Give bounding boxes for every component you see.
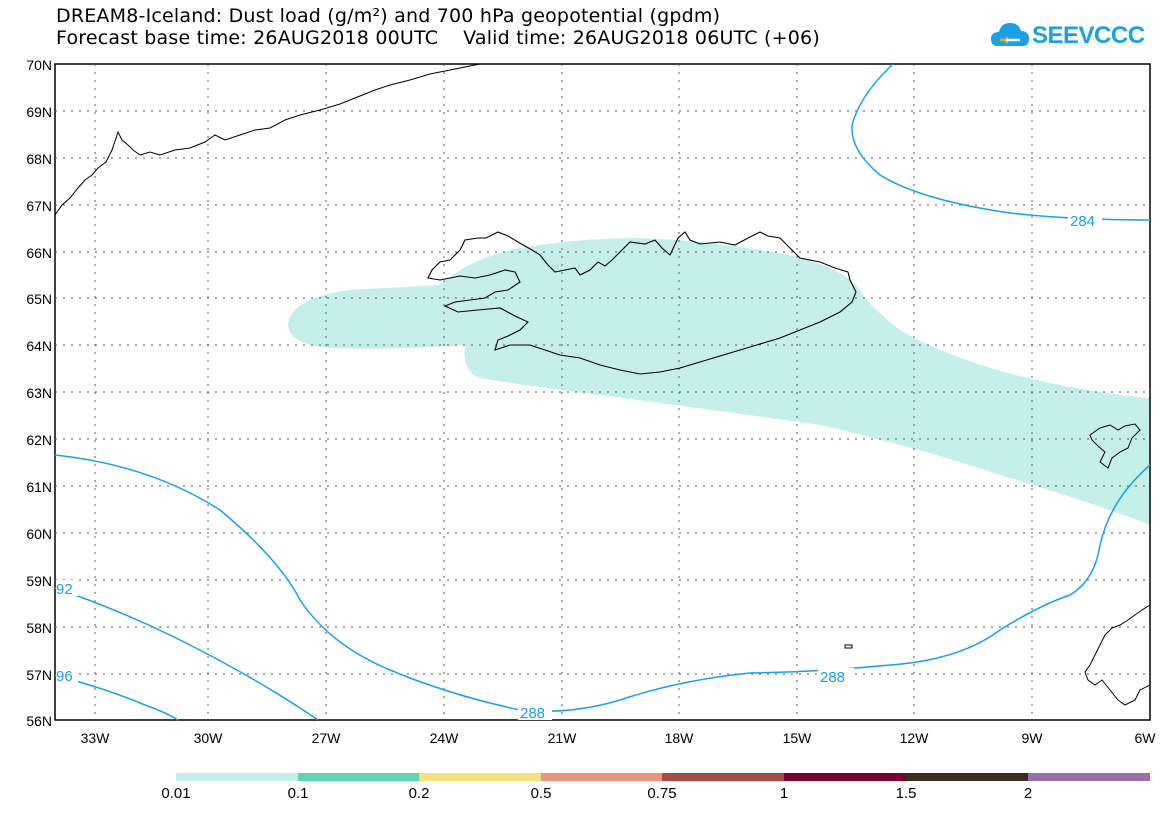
lat-label-58n: 58N: [26, 620, 52, 636]
lat-label-65n: 65N: [26, 291, 52, 307]
contour-label-284: 284: [1070, 213, 1095, 230]
colorbar-label-6: 1.5: [895, 785, 917, 802]
lon-label-21w: 21W: [547, 730, 577, 746]
lat-label-61n: 61N: [26, 479, 52, 495]
faroe-islands: [1089, 423, 1141, 469]
contour-284: [851, 63, 1151, 221]
lon-label-15w: 15W: [782, 730, 812, 746]
contour-296: [54, 674, 179, 721]
chart-title-line2: Forecast base time: 26AUG2018 00UTC Vali…: [56, 27, 820, 49]
lon-label-9w: 9W: [1021, 730, 1043, 746]
contour-label-292: 92: [56, 581, 73, 598]
greenland-coast: [54, 63, 481, 216]
contour-label-bg: [56, 668, 78, 684]
colorbar-label-0: 0.01: [161, 785, 191, 802]
colorbar-segment-3: [541, 773, 662, 781]
iceland-coast: [427, 231, 857, 375]
lat-label-66n: 66N: [26, 245, 52, 261]
contour-label-bg: [818, 668, 854, 684]
contour-label-bg: [56, 580, 78, 596]
contour-labels: 284 288 288 92 96: [56, 212, 1102, 722]
contour-288: [54, 454, 1151, 712]
lat-label-67n: 67N: [26, 198, 52, 214]
lat-label-64n: 64N: [26, 338, 52, 354]
cloud-icon: [991, 23, 1029, 46]
seevccc-logo: SEEVCCC: [990, 18, 1145, 58]
colorbar-label-2: 0.2: [408, 785, 430, 802]
colorbar-segment-6: [906, 773, 1028, 781]
small-island: [844, 644, 853, 649]
colorbar-label-3: 0.5: [530, 785, 552, 802]
contours: [54, 63, 1151, 721]
lon-label-27w: 27W: [311, 730, 341, 746]
lat-label-62n: 62N: [26, 432, 52, 448]
contour-label-296: 96: [56, 668, 73, 685]
colorbar-segment-4: [662, 773, 784, 781]
contour-label-bg: [518, 704, 552, 720]
colorbar-segment-0: [176, 773, 298, 781]
lat-label-59n: 59N: [26, 573, 52, 589]
lat-label-57n: 57N: [26, 667, 52, 683]
colorbar-label-4: 0.75: [647, 785, 677, 802]
contour-292: [54, 587, 319, 721]
scotland-coast: [1084, 604, 1151, 706]
lon-label-6w: 6W: [1134, 730, 1156, 746]
colorbar-segment-2: [419, 773, 541, 781]
lat-label-60n: 60N: [26, 526, 52, 542]
lon-label-24w: 24W: [429, 730, 459, 746]
colorbar: [176, 773, 1150, 781]
colorbar-label-1: 0.1: [287, 785, 309, 802]
contour-label-288-right: 288: [820, 669, 845, 686]
contour-label-bg: [1068, 212, 1102, 228]
lat-label-69n: 69N: [26, 104, 52, 120]
lon-label-33w: 33W: [80, 730, 110, 746]
contour-label-288-left: 288: [520, 705, 545, 722]
lat-label-68n: 68N: [26, 151, 52, 167]
lat-label-63n: 63N: [26, 385, 52, 401]
colorbar-segment-1: [298, 773, 419, 781]
lon-label-12w: 12W: [899, 730, 929, 746]
dust-region: [288, 238, 1150, 525]
logo-text: SEEVCCC: [1032, 22, 1145, 49]
lat-label-70n: 70N: [26, 57, 52, 73]
chart-title-line1: DREAM8-Iceland: Dust load (g/m²) and 700…: [56, 5, 721, 27]
colorbar-segment-5: [784, 773, 906, 781]
colorbar-label-5: 1: [779, 785, 789, 802]
lon-label-18w: 18W: [664, 730, 694, 746]
colorbar-label-7: 2: [1023, 785, 1033, 802]
lon-label-30w: 30W: [193, 730, 223, 746]
colorbar-segment-7: [1028, 773, 1150, 781]
lat-label-56n: 56N: [26, 713, 52, 729]
